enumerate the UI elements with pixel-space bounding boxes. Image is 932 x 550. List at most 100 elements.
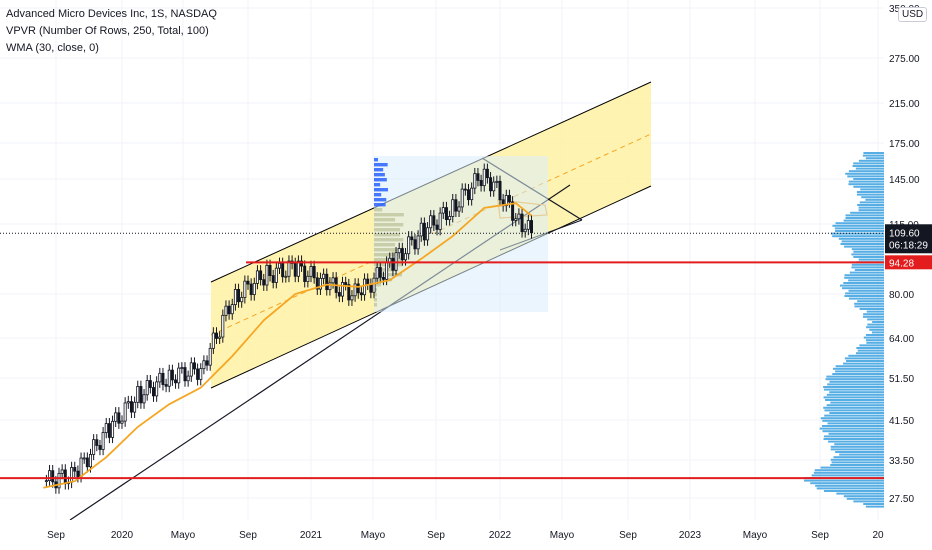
price-tick-label: 275.00	[889, 54, 920, 65]
candle-body	[476, 173, 480, 181]
vp-bar	[827, 422, 884, 425]
candle-body	[76, 470, 80, 477]
vp-bar	[866, 310, 884, 313]
candle-body	[520, 213, 524, 233]
vp-bar	[842, 287, 884, 290]
vp-bar	[841, 240, 884, 243]
candle-body	[95, 439, 99, 446]
time-tick-label: 2022	[489, 530, 512, 541]
candle-body	[167, 369, 171, 387]
candle-body	[322, 273, 326, 279]
vp-bar	[845, 214, 884, 217]
candle-body	[211, 332, 215, 349]
candle-body	[429, 215, 433, 229]
candle-body	[57, 472, 61, 489]
price-tick-label: 64.00	[889, 334, 914, 345]
candle-body	[246, 280, 250, 285]
time-tick-label: 2023	[679, 530, 702, 541]
vp-bar	[825, 399, 884, 401]
candle-body	[240, 297, 244, 303]
vp-bar	[830, 401, 884, 404]
candle-body	[111, 420, 115, 438]
vp-bar	[862, 154, 884, 157]
level-label: 94.28	[889, 258, 914, 269]
vp-bar	[857, 300, 884, 303]
candle-body	[60, 469, 64, 474]
vp-bar	[835, 222, 884, 225]
vp-bar	[833, 367, 884, 370]
vp-bar	[853, 185, 884, 188]
vp-bar	[851, 248, 884, 251]
vp-bar	[853, 178, 884, 180]
candle-body	[448, 216, 452, 220]
symbol-title[interactable]: Advanced Micro Devices Inc, 1S, NASDAQ	[6, 8, 217, 20]
candle-body	[495, 180, 499, 183]
candle-body	[492, 181, 496, 192]
candle-body	[139, 386, 143, 404]
vp-bar	[852, 165, 884, 167]
candle-body	[378, 267, 382, 278]
vp-range-bar	[374, 188, 388, 192]
vp-bar	[848, 354, 884, 357]
candle-body	[391, 257, 395, 271]
vp-bar	[860, 188, 884, 191]
vp-bar	[811, 474, 884, 477]
candle-body	[274, 267, 278, 283]
vp-bar	[831, 461, 884, 464]
candle-body	[221, 314, 225, 338]
candlesticks	[44, 163, 534, 494]
candle-body	[363, 278, 367, 296]
candle-body	[265, 264, 269, 286]
vp-bar	[832, 235, 884, 238]
vp-bar	[844, 357, 884, 360]
vp-bar	[847, 175, 884, 178]
candle-body	[104, 423, 108, 433]
candle-body	[444, 207, 448, 220]
vp-bar	[863, 152, 884, 154]
vp-range-bar	[374, 183, 381, 187]
vp-bar	[845, 217, 884, 219]
vp-bar	[824, 490, 884, 492]
vp-bar	[856, 193, 884, 196]
currency-badge[interactable]: USD	[898, 7, 928, 22]
vp-bar	[830, 445, 884, 448]
vp-range-bar	[374, 223, 404, 227]
indicator-vpvr[interactable]: VPVR (Number Of Rows, 250, Total, 100)	[6, 25, 209, 37]
candle-body	[457, 206, 461, 212]
indicator-wma[interactable]: WMA (30, close, 0)	[6, 42, 99, 54]
candle-body	[504, 195, 508, 207]
vp-bar	[821, 425, 884, 427]
vp-bar	[858, 258, 884, 261]
price-tick-label: 80.00	[889, 290, 914, 301]
candle-body	[356, 283, 360, 294]
support-levels[interactable]	[0, 232, 884, 480]
candle-body	[92, 439, 96, 455]
vp-bar	[839, 284, 884, 287]
candle-body	[164, 384, 168, 387]
candle-body	[120, 420, 124, 424]
candle-body	[325, 273, 329, 291]
vp-range-bar	[374, 238, 404, 242]
candle-body	[432, 215, 436, 226]
price-axis[interactable]: 350.00275.00215.00175.00145.00115.0080.0…	[884, 0, 932, 550]
vp-bar	[804, 479, 884, 482]
candle-body	[243, 280, 247, 298]
vp-bar	[826, 404, 884, 407]
candle-body	[284, 275, 288, 278]
vp-bar	[832, 224, 884, 227]
vp-bar	[867, 323, 884, 326]
vp-range-bar	[374, 178, 387, 182]
vp-bar	[825, 378, 884, 381]
price-tick-label: 41.50	[889, 416, 914, 427]
vp-bar	[813, 471, 884, 474]
vp-bar	[835, 370, 884, 373]
candle-body	[117, 412, 121, 424]
vp-bar	[856, 352, 884, 355]
vp-bar	[863, 336, 884, 339]
time-axis[interactable]: Sep 2020 Mayo Sep 2021 Mayo Sep 2022 Mayo Sep 2023…	[0, 520, 932, 550]
vp-bar	[835, 230, 884, 232]
vp-range-bar	[374, 283, 381, 287]
vp-bar	[835, 451, 884, 453]
vp-bar	[863, 313, 884, 316]
